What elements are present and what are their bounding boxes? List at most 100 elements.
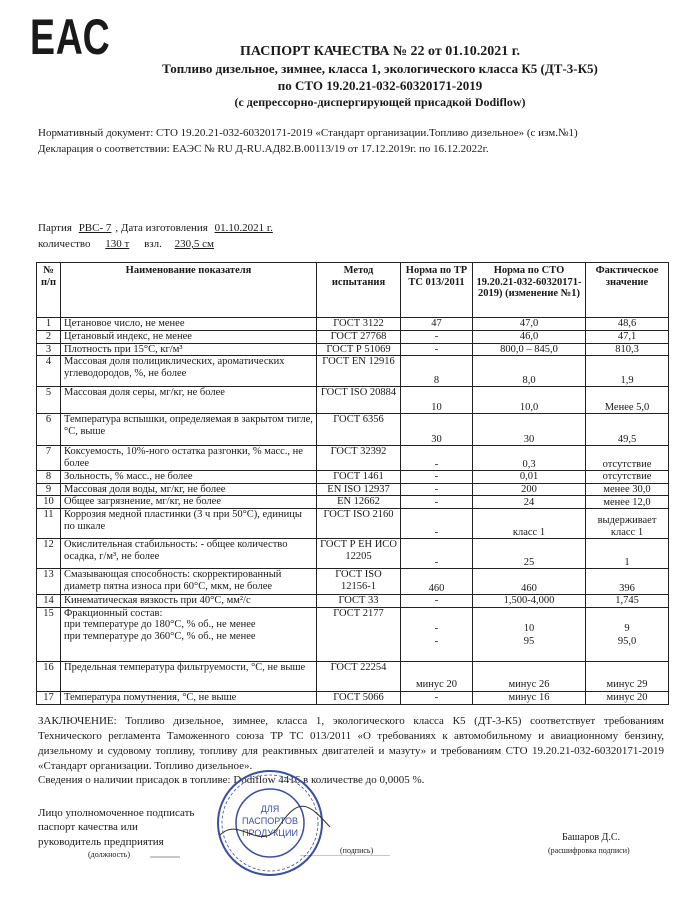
table-cell: Массовая доля серы, мг/кг, не более [60, 386, 317, 415]
table-row: 10 Общее загрязнение, мг/кг, не более EN 1… [36, 495, 669, 510]
conclusion: ЗАКЛЮЧЕНИЕ: Топливо дизельное, зимнее, к… [38, 714, 664, 788]
label: Партия [38, 222, 72, 234]
normative: Нормативный документ: СТО 19.20.21-032-6… [38, 127, 578, 139]
cell-line: - [434, 635, 439, 647]
table-cell: Цетановый индекс, не менее [60, 330, 317, 344]
table-row: 3 Плотность при 15°С, кг/м³ ГОСТ Р 51069-8… [36, 342, 669, 357]
signature-scribble [219, 805, 331, 838]
table-cell: Температура вспышки, определяемая в закр… [60, 413, 317, 447]
table-cell: 3 [36, 342, 61, 357]
table-cell: 10 [400, 386, 473, 415]
table-cell: 10,0 [472, 386, 586, 415]
cell-line: Фракционный состав: [64, 607, 163, 619]
table-cell: 7 [36, 445, 61, 472]
table-cell: -- [400, 606, 473, 662]
table-cell: EN 12662 [316, 495, 401, 510]
table-row: 2 Цетановый индекс, не менее ГОСТ 27768-46… [36, 330, 669, 344]
table-cell: ГОСТ 3122 [316, 317, 401, 331]
table-cell: ГОСТ ISO 20884 [316, 386, 401, 415]
table-cell: 4 [36, 355, 61, 388]
table-cell: 9 [36, 482, 61, 497]
sig-underlines [150, 855, 390, 858]
table-cell: - [400, 690, 473, 705]
table-cell: ГОСТ 6356 [316, 413, 401, 447]
table-cell: 8 [36, 470, 61, 484]
table-cell: - [400, 342, 473, 357]
table-cell: - [400, 482, 473, 497]
table-cell: ГОСТ ISO 2160 [316, 508, 401, 540]
table-cell: - [400, 508, 473, 540]
value: 01.10.2021 г. [214, 222, 273, 234]
table-cell: отсутствие [585, 445, 669, 472]
table-cell: Общее загрязнение, мг/кг, не более [60, 495, 317, 510]
table-row: 9 Массовая доля воды, мг/кг, не более EN I… [36, 482, 669, 497]
cell-line: 10 [523, 622, 535, 634]
table-cell: - [400, 330, 473, 344]
table-cell: менее 30,0 [585, 482, 669, 497]
table-cell: 1,745 [585, 594, 669, 608]
table-cell: 8,0 [472, 355, 586, 388]
caption: (подпись) [340, 846, 374, 855]
table-row: 8 Зольность, % масс., не более ГОСТ 1461-0… [36, 470, 669, 484]
table-row: 16 Предельная температура фильтруемости, … [36, 660, 669, 692]
cell-line: при температуре до 360°С, % об., не мене… [64, 630, 256, 642]
table-cell: минус 26 [472, 660, 586, 692]
table-cell: Смазывающая способность: скорректированн… [60, 568, 317, 596]
table-cell: Коррозия медной пластинки (3 ч при 50°С)… [60, 508, 317, 540]
table-row: 11 Коррозия медной пластинки (3 ч при 50°… [36, 508, 669, 540]
table-cell: 1,9 [585, 355, 669, 388]
table-cell: 0,3 [472, 445, 586, 472]
table-cell: Массовая доля полициклических, ароматиче… [60, 355, 317, 388]
table-cell: ГОСТ EN 12916 [316, 355, 401, 388]
table-cell: ГОСТ ISO 12156-1 [316, 568, 401, 596]
table-cell: 1,500-4,000 [472, 594, 586, 608]
table-cell: 810,3 [585, 342, 669, 357]
stamp: ДЛЯ ПАСПОРТОВ ПРОДУКЦИИ [217, 770, 331, 876]
table-cell: 47 [400, 317, 473, 331]
table-cell: 10 [36, 495, 61, 510]
declaration: Декларация о соответствии: ЕАЭС № RU Д-R… [38, 143, 489, 155]
table-cell: 47,1 [585, 330, 669, 344]
header-cell: Метод испытания [316, 262, 401, 318]
table-cell: 8 [400, 355, 473, 388]
table-cell: ГОСТ Р ЕН ИСО 12205 [316, 538, 401, 570]
title: ПАСПОРТ КАЧЕСТВА № 22 от 01.10.2021 г. [239, 44, 521, 59]
table-cell: 5 [36, 386, 61, 415]
table-row: 14 Кинематическая вязкость при 40°С, мм²/… [36, 594, 669, 608]
table-cell: - [400, 594, 473, 608]
table-row: 12 Окислительная стабильность: - общее ко… [36, 538, 669, 570]
table-cell: минус 16 [472, 690, 586, 705]
stamp-text: ПАСПОРТОВ [242, 816, 298, 826]
table-cell: 30 [472, 413, 586, 447]
table-cell: 15 [36, 606, 61, 662]
batch-line: Партия РВС- 7, Дата изготовления 01.10.2… [38, 222, 277, 234]
table-cell: минус 20 [585, 690, 669, 705]
cell-line: 95,0 [617, 635, 637, 647]
table-cell: 800,0 – 845,0 [472, 342, 586, 357]
signatory: Лицо уполномоченное подписать паспорт ка… [38, 806, 194, 849]
table-cell: выдерживает класс 1 [585, 508, 669, 540]
table-cell: Предельная температура фильтруемости, °С… [60, 660, 317, 692]
table-cell: Окислительная стабильность: - общее коли… [60, 538, 317, 570]
table-cell: Массовая доля воды, мг/кг, не более [60, 482, 317, 497]
header-cell: Норма по СТО 19.20.21-032-60320171-2019)… [472, 262, 586, 318]
table-cell: 0,01 [472, 470, 586, 484]
stamp-text: ПРОДУКЦИИ [242, 828, 298, 838]
table-cell: 11 [36, 508, 61, 540]
table-row: 7 Коксуемость, 10%-ного остатка разгонки,… [36, 445, 669, 472]
table-cell: 1 [36, 317, 61, 331]
header-cell: Фактическое значение [585, 262, 669, 318]
subtitle: (с депрессорно-диспергирующей присадкой … [234, 95, 526, 109]
table-cell: - [400, 495, 473, 510]
table-row: 4 Массовая доля полициклических, ароматич… [36, 355, 669, 388]
label: взл. [144, 238, 162, 250]
table-row: 17 Температура помутнения, °С, не выше ГОС… [36, 690, 669, 705]
table-cell: 12 [36, 538, 61, 570]
value: 130 т [105, 238, 130, 250]
table-cell: 6 [36, 413, 61, 447]
sig-line: Лицо уполномоченное подписать [38, 807, 195, 819]
stamp-text: ДЛЯ [261, 804, 280, 814]
table-cell: ГОСТ 33 [316, 594, 401, 608]
table-cell: 460 [400, 568, 473, 596]
